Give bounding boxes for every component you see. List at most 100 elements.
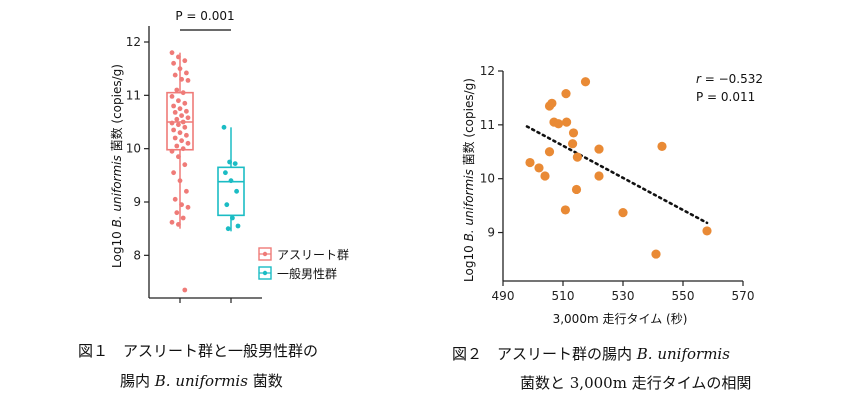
scatter-point	[553, 119, 564, 129]
box-plot-point	[227, 159, 233, 165]
box-plot-point	[235, 223, 241, 229]
box-plot-point	[182, 58, 188, 64]
box-plot-point	[185, 140, 191, 146]
box-plot-point	[171, 170, 177, 176]
figure-1-caption-prefix: 腸内	[120, 372, 155, 390]
scatter-point	[568, 128, 579, 138]
scatter-x-tick-label: 530	[612, 289, 635, 303]
figure-1-caption-line-2: 腸内 B. uniformis 菌数	[120, 370, 283, 391]
box-plot-axes: 12 11 10 9 8	[126, 26, 262, 303]
box-plot-point	[169, 219, 175, 225]
box-plot-point	[184, 70, 189, 76]
box-plot-point	[169, 50, 175, 56]
box-plot-point	[185, 78, 191, 83]
box-plot-point	[171, 60, 177, 66]
scatter-point	[594, 171, 604, 181]
box-plot-point	[224, 202, 230, 208]
box-iqr	[217, 166, 245, 217]
scatter-y-tick-label: 12	[480, 64, 495, 78]
box-plot-point	[180, 90, 186, 96]
correlation-p-annotation: P = 0.011	[696, 90, 755, 104]
legend-swatch-dot	[262, 251, 268, 257]
box-plot-point	[179, 76, 185, 82]
box-plot-chart: 12 11 10 9 8 Log10 B. uniformis 菌数 (copies/g…	[109, 9, 349, 303]
scatter-axes: 12 11 10 9 490 510 530 550 570	[480, 64, 755, 303]
box-plot-point	[184, 108, 189, 114]
scatter-x-tick-label: 490	[492, 289, 515, 303]
box-plot-point	[172, 196, 178, 202]
scatter-y-axis-label: Log10 B. uniformis 菌数 (copies/g)	[461, 78, 476, 282]
box-plot-point	[232, 161, 238, 167]
box-plot-point	[184, 132, 189, 138]
box-plot-point	[180, 215, 186, 221]
box-plot-point	[182, 287, 188, 293]
scatter-point	[560, 205, 571, 215]
scatter-point	[561, 89, 571, 99]
scatter-chart: 12 11 10 9 490 510 530 550 570 Log10 B. uniformi…	[461, 64, 763, 326]
box-plot-point	[177, 178, 183, 184]
box-plot-point	[180, 146, 186, 152]
box-plot-point	[185, 204, 191, 210]
box-plot-point	[177, 66, 183, 72]
box-plot-point	[176, 154, 181, 160]
figure-2-caption-prefix: 図２ アスリート群の腸内	[452, 345, 637, 363]
scatter-point	[618, 208, 628, 218]
box-plot-point	[179, 113, 185, 118]
scatter-point	[580, 77, 591, 87]
scatter-marks	[525, 77, 712, 259]
box-plot-point	[234, 188, 240, 194]
box-plot-point	[171, 127, 177, 133]
box-plot-point	[179, 202, 185, 208]
box-plot-point	[176, 222, 181, 227]
box-plot-point	[177, 106, 183, 112]
scatter-x-tick-label: 550	[672, 289, 695, 303]
scatter-point	[540, 171, 550, 181]
scatter-point	[594, 144, 604, 154]
scatter-point	[534, 163, 544, 173]
scatter-point	[572, 152, 583, 162]
box-plot-point	[171, 103, 177, 109]
box-plot-point	[172, 135, 178, 141]
box-plot-point	[225, 226, 231, 232]
legend-label: アスリート群	[277, 248, 349, 262]
box-plot-point	[169, 120, 175, 126]
box-plot-point	[223, 170, 228, 176]
box-plot-point	[174, 116, 180, 122]
scatter-x-tick-label: 570	[732, 289, 755, 303]
box-plot-point	[176, 122, 181, 128]
scatter-point	[657, 141, 667, 151]
box-plot-point	[182, 124, 188, 130]
box-plot-point	[176, 54, 181, 60]
box-plot-point	[174, 210, 180, 216]
scatter-point	[547, 98, 557, 108]
scatter-point	[568, 139, 578, 149]
box-plot-y-tick-label: 10	[126, 142, 141, 156]
figure-2-caption-line-1: 図２ アスリート群の腸内 B. uniformis	[452, 343, 730, 364]
legend-label: 一般男性群	[277, 266, 337, 281]
box-plot-y-axis-label: Log10 B. uniformis 菌数 (copies/g)	[109, 64, 124, 268]
box-plot-point	[169, 94, 175, 99]
scatter-x-tick-label: 510	[552, 289, 575, 303]
box-plot-point	[184, 188, 189, 194]
box-plot-point	[228, 178, 234, 184]
scatter-y-tick-label: 10	[480, 172, 495, 186]
legend-swatch-dot	[262, 270, 268, 276]
box-plot-point	[182, 162, 188, 168]
figure-1-caption-line-1: 図１ アスリート群と一般男性群の	[78, 342, 319, 360]
scatter-x-axis-label: 3,000m 走行タイム (秒)	[553, 312, 688, 326]
figure-2-caption-line-2: 菌数と 3,000m 走行タイムの相関	[520, 374, 752, 392]
box-plot-point	[221, 124, 227, 130]
box-plot-point	[174, 87, 180, 93]
box-plot-point	[230, 215, 235, 221]
figure-1-caption-species: B. uniformis	[154, 372, 248, 390]
box-plot-point	[176, 98, 181, 104]
box-plot-marks	[166, 50, 245, 293]
scatter-point	[571, 184, 582, 195]
box-plot-point	[172, 110, 178, 115]
box-plot-y-tick-label: 11	[126, 88, 141, 102]
box-plot-y-tick-label: 12	[126, 35, 141, 49]
box-plot-point	[179, 138, 185, 144]
box-plot-y-tick-label: 8	[133, 248, 141, 262]
